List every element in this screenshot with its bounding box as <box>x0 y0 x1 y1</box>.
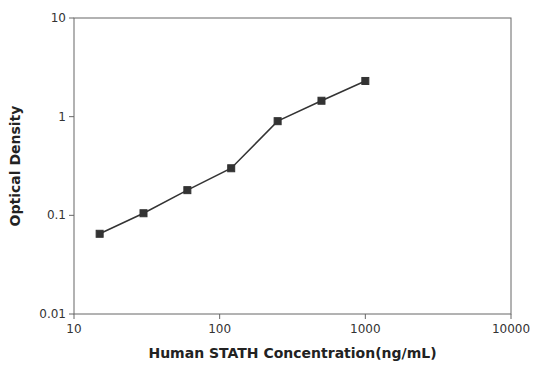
y-tick-label: 0.01 <box>39 307 66 321</box>
y-tick <box>69 116 74 117</box>
x-tick <box>511 314 512 319</box>
y-tick <box>69 215 74 216</box>
y-tick <box>69 314 74 315</box>
y-axis-label: Optical Density <box>7 106 23 227</box>
marker <box>318 97 325 104</box>
y-tick-label: 10 <box>51 11 66 25</box>
x-axis-label: Human STATH Concentration(ng/mL) <box>148 345 436 361</box>
x-tick-label: 10 <box>66 322 81 336</box>
y-tick-label: 0.1 <box>47 208 66 222</box>
chart: 10 100 1000 10000 0.01 0.1 1 10 Human STATH Conc… <box>0 0 533 372</box>
x-tick-label: 100 <box>208 322 231 336</box>
marker <box>140 210 147 217</box>
line <box>100 81 366 234</box>
x-tick <box>74 314 75 319</box>
x-tick-label: 1000 <box>350 322 381 336</box>
marker <box>184 187 191 194</box>
marker <box>96 230 103 237</box>
marker <box>228 165 235 172</box>
y-tick-label: 1 <box>58 110 66 124</box>
x-tick <box>219 314 220 319</box>
marker <box>274 118 281 125</box>
marker <box>362 77 369 84</box>
series <box>96 77 369 237</box>
y-tick <box>69 18 74 19</box>
x-tick-label: 10000 <box>492 322 530 336</box>
axes: 10 100 1000 10000 0.01 0.1 1 10 <box>39 11 530 336</box>
x-tick <box>365 314 366 319</box>
plot-frame <box>74 18 511 314</box>
